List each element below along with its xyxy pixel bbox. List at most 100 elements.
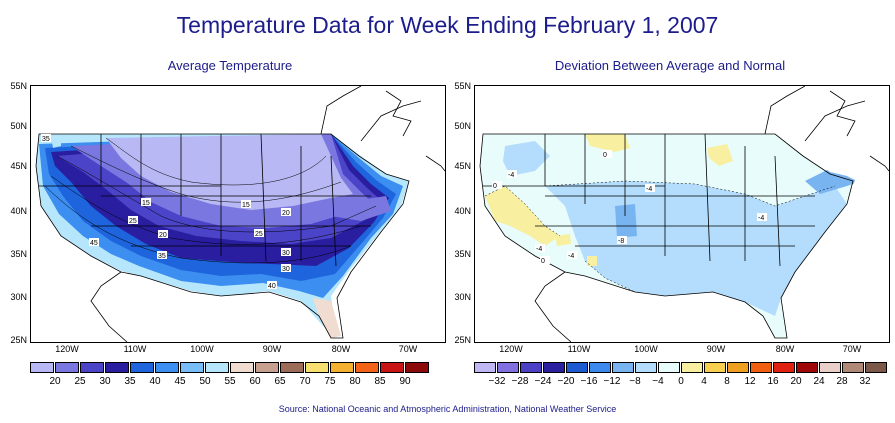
contour-label-group: 15 15 20 25 20 25 30 35 30 35 40 45 xyxy=(41,134,291,290)
lon-label: 90W xyxy=(262,344,282,354)
contour-label: -4 xyxy=(536,246,542,253)
legend-label: 20 xyxy=(790,376,802,387)
lon-label: 110W xyxy=(567,344,591,354)
lon-label: 120W xyxy=(55,344,79,354)
lat-label: 35N xyxy=(454,249,471,259)
legend-label: 4 xyxy=(701,376,707,387)
legend-label: 12 xyxy=(744,376,756,387)
lon-label: 100W xyxy=(634,344,658,354)
legend-label: 30 xyxy=(99,376,111,387)
lon-label: 70W xyxy=(398,344,418,354)
legend-label: 40 xyxy=(149,376,161,387)
legend-label: 0 xyxy=(678,376,684,387)
legend-label: −32 xyxy=(488,376,506,387)
lat-label: 25N xyxy=(454,335,471,345)
contour-label: 35 xyxy=(158,253,166,260)
average-temperature-map-svg: 15 15 20 25 20 25 30 35 30 35 40 45 xyxy=(31,86,445,342)
lat-label: 35N xyxy=(10,249,27,259)
contour-label: 45 xyxy=(90,240,98,247)
contour-label: 35 xyxy=(42,136,50,143)
lat-label: 30N xyxy=(454,292,471,302)
legend-swatch xyxy=(589,362,611,373)
legend-swatch xyxy=(130,362,154,373)
source-note: Source: National Oceanic and Atmospheric… xyxy=(278,404,617,414)
legend-swatch xyxy=(612,362,634,373)
legend-label: −16 xyxy=(580,376,598,387)
legend-swatch xyxy=(727,362,749,373)
legend-swatch xyxy=(474,362,496,373)
legend-swatch xyxy=(305,362,329,373)
legend-label: 80 xyxy=(349,376,361,387)
contour-lines xyxy=(484,180,836,293)
legend-swatch xyxy=(55,362,79,373)
lon-label: 110W xyxy=(123,344,147,354)
legend-swatch xyxy=(796,362,818,373)
contour-label: 15 xyxy=(142,200,150,207)
legend-label: −8 xyxy=(629,376,641,387)
page-title: Temperature Data for Week Ending Februar… xyxy=(176,12,719,38)
contour-label: 25 xyxy=(129,218,137,225)
lat-label: 50N xyxy=(10,121,27,131)
legend-label: 28 xyxy=(836,376,848,387)
legend-label: 24 xyxy=(813,376,825,387)
legend-label: 16 xyxy=(767,376,779,387)
lon-label: 80W xyxy=(775,344,795,354)
contour-label-group: -4 0 0 -4 -4 -4 -8 -4 0 xyxy=(492,150,767,265)
legend-swatch xyxy=(405,362,429,373)
lat-label: 55N xyxy=(454,81,471,91)
legend-swatch xyxy=(230,362,254,373)
legend-label: −12 xyxy=(603,376,621,387)
deviation-legend: −32 −28 −24 −20 −16 −12 −8 −4 0 4 8 12 16 20 24 28 32 xyxy=(474,362,888,392)
legend-swatch xyxy=(543,362,565,373)
legend-label: 65 xyxy=(274,376,286,387)
contour-label: 20 xyxy=(159,232,167,239)
ocean-mask xyxy=(475,86,889,342)
lat-label: 45N xyxy=(454,161,471,171)
contour-label: 0 xyxy=(493,183,497,190)
legend-swatch xyxy=(205,362,229,373)
legend-swatch xyxy=(566,362,588,373)
legend-label: 75 xyxy=(324,376,336,387)
lat-label: 30N xyxy=(10,292,27,302)
legend-label: 35 xyxy=(124,376,136,387)
lon-label: 90W xyxy=(706,344,726,354)
lon-label: 120W xyxy=(499,344,523,354)
legend-label: 32 xyxy=(859,376,871,387)
legend-label: 8 xyxy=(724,376,730,387)
left-map-subtitle: Average Temperature xyxy=(167,58,293,73)
legend-swatch xyxy=(30,362,54,373)
lon-label: 100W xyxy=(190,344,214,354)
contour-label: -4 xyxy=(646,186,652,193)
legend-swatch xyxy=(704,362,726,373)
legend-swatch xyxy=(355,362,379,373)
contour-label: 30 xyxy=(282,250,290,257)
legend-label: 85 xyxy=(374,376,386,387)
legend-label: −20 xyxy=(557,376,575,387)
legend-label: 70 xyxy=(299,376,311,387)
average-temperature-map: 15 15 20 25 20 25 30 35 30 35 40 45 xyxy=(30,85,446,343)
contour-label: 0 xyxy=(541,258,545,265)
deviation-bands xyxy=(480,134,875,338)
legend-label: 20 xyxy=(49,376,61,387)
legend-swatch xyxy=(865,362,887,373)
legend-swatch xyxy=(773,362,795,373)
legend-label: 90 xyxy=(399,376,411,387)
legend-label: 25 xyxy=(74,376,86,387)
contour-label: -4 xyxy=(758,215,764,222)
legend-label: −28 xyxy=(511,376,529,387)
legend-label: −24 xyxy=(534,376,552,387)
contour-label: 20 xyxy=(282,210,290,217)
borders xyxy=(35,86,445,342)
legend-label: 55 xyxy=(224,376,236,387)
legend-swatch xyxy=(380,362,404,373)
deviation-map: -4 0 0 -4 -4 -4 -8 -4 0 xyxy=(474,85,890,343)
legend-swatch xyxy=(180,362,204,373)
contour-label: 25 xyxy=(255,231,263,238)
legend-label: 45 xyxy=(174,376,186,387)
legend-label: −4 xyxy=(652,376,664,387)
contour-label: -4 xyxy=(568,253,574,260)
legend-swatch xyxy=(842,362,864,373)
lat-label: 50N xyxy=(454,121,471,131)
lat-label: 40N xyxy=(10,206,27,216)
legend-label: 60 xyxy=(249,376,261,387)
